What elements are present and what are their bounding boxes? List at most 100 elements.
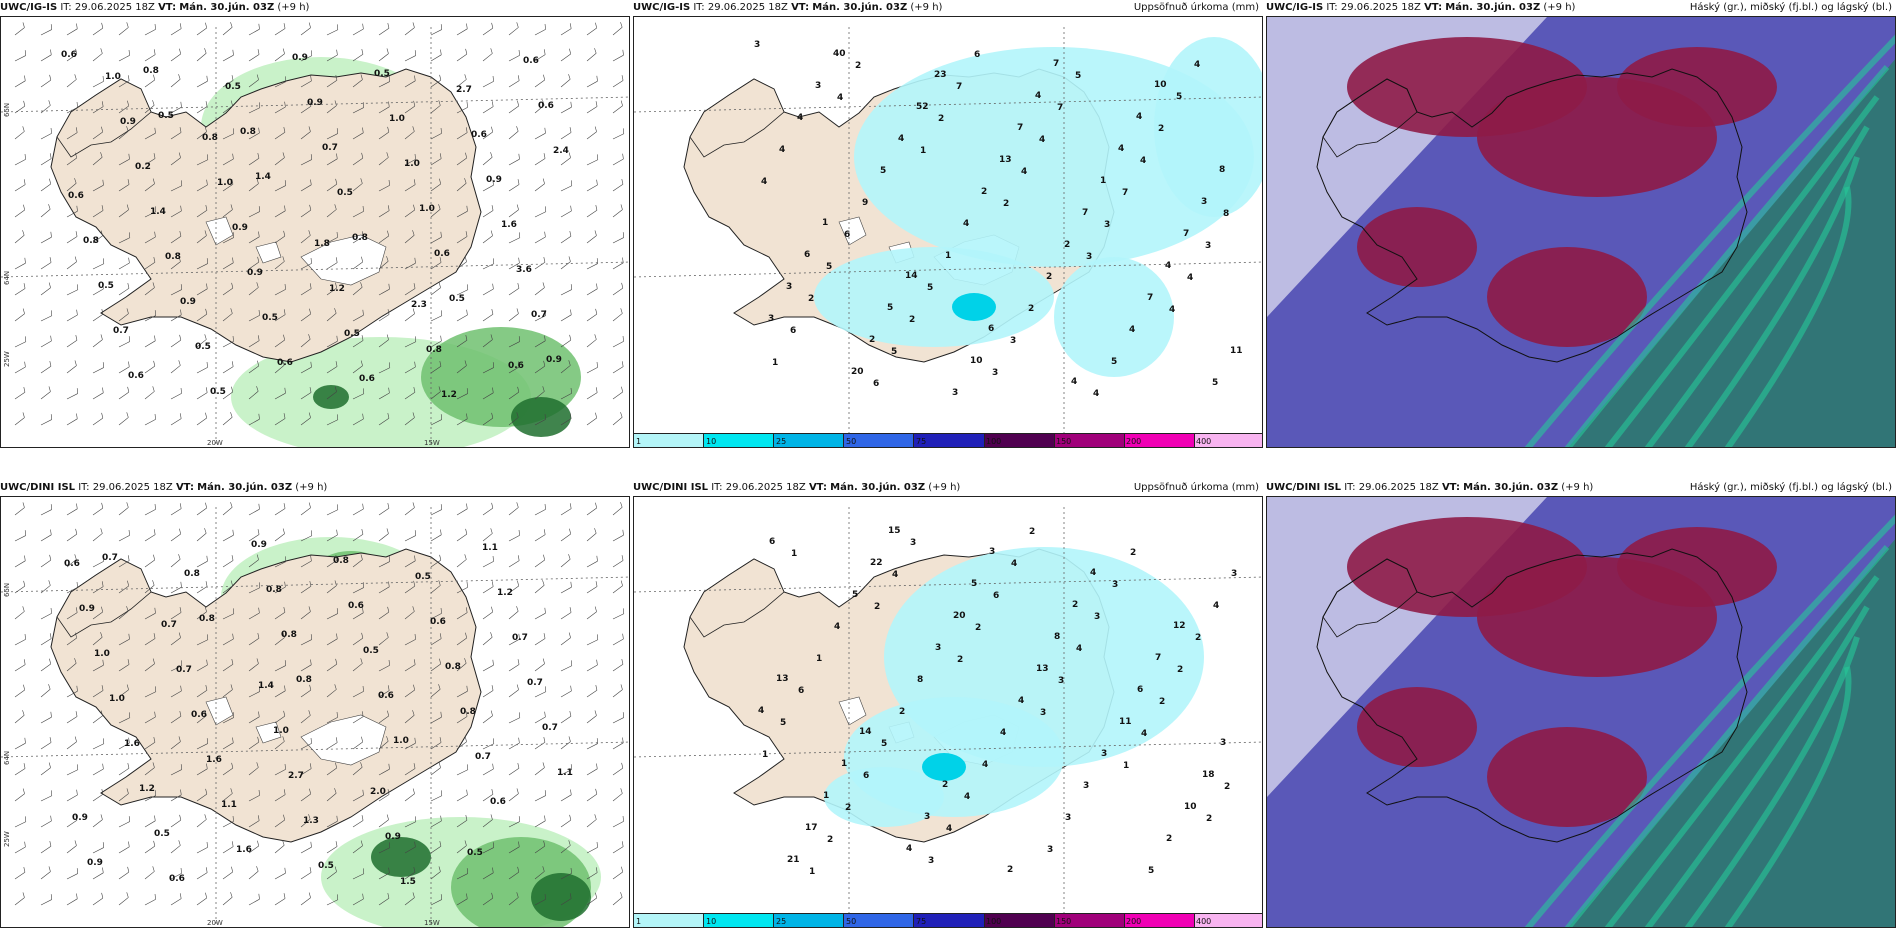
wind-barb (534, 580, 545, 594)
precip-value: 2 (975, 623, 981, 633)
precip-value: 0.8 (83, 236, 99, 246)
precip-value: 5 (826, 262, 832, 272)
wind-barb (222, 282, 234, 296)
wind-barb (508, 282, 520, 296)
precip-value: 0.9 (546, 355, 562, 365)
wind-barb (326, 153, 338, 166)
colorbar-tick-label: 100 (986, 437, 1002, 446)
wind-barb (196, 48, 207, 62)
valid-time-label: VT: (791, 2, 810, 13)
wind-barb (14, 361, 26, 374)
wind-barb (92, 814, 103, 828)
wind-barb (144, 866, 155, 880)
wind-barb (248, 49, 260, 62)
wind-barb (456, 309, 468, 322)
wind-barb (560, 309, 572, 322)
wind-barb (430, 178, 441, 192)
colorbar-swatch (1124, 434, 1195, 447)
accum-precip-shading (814, 37, 1262, 377)
wind-barb (378, 867, 390, 880)
wind-barb (482, 308, 494, 322)
wind-barb (248, 360, 259, 374)
wind-barb (66, 178, 77, 192)
wind-barb (144, 153, 156, 166)
colorbar-tick-label: 1 (636, 437, 642, 446)
precip-value: 2 (1224, 782, 1230, 792)
wind-barb (118, 529, 130, 542)
wind-barb (222, 257, 234, 270)
wind-barb (222, 866, 233, 880)
wind-barb (300, 814, 311, 828)
wind-barb (378, 334, 389, 348)
wind-barb (482, 230, 493, 244)
precip-value: 0.5 (262, 313, 278, 323)
colorbar-swatch (704, 914, 775, 927)
precip-value: 0.6 (191, 710, 207, 720)
wind-barb (352, 528, 364, 542)
wind-barb (144, 840, 156, 854)
wind-barb (430, 762, 441, 776)
model-name: UWC/IG-IS (0, 2, 58, 13)
wind-barb (456, 581, 468, 594)
wind-barb (92, 632, 103, 646)
wind-barb (586, 387, 598, 400)
wind-barb (404, 230, 415, 244)
wind-barb (560, 685, 572, 698)
wind-barb (352, 74, 363, 88)
latitude-label: 64N (3, 751, 11, 765)
glacier-outline (205, 696, 234, 726)
panel-accum-precip-igis: UWC/IG-IS IT: 29.06.2025 18Z VT: Mán. 30… (633, 0, 1263, 448)
wind-barb (404, 100, 416, 114)
wind-barb (560, 814, 572, 828)
precip-value: 7 (1017, 123, 1023, 133)
precip-value: 1.0 (393, 736, 409, 746)
wind-barb (378, 892, 390, 906)
wind-barb (66, 360, 77, 374)
wind-barb (482, 788, 494, 802)
wind-barb (144, 74, 155, 88)
wind-barb (404, 710, 415, 724)
wind-barb (14, 633, 26, 646)
precip-value: 0.8 (240, 127, 256, 137)
wind-barb (352, 762, 363, 776)
wind-barb (612, 308, 623, 322)
wind-barb (326, 762, 337, 776)
longitude-label: 25W (3, 831, 11, 847)
wind-barb (14, 126, 25, 140)
wind-barb (482, 48, 493, 62)
colorbar-tick-label: 25 (776, 437, 787, 446)
wind-barb (482, 283, 494, 296)
wind-barb (482, 738, 495, 750)
panel-title: UWC/DINI ISL IT: 29.06.2025 18Z VT: Mán.… (633, 480, 1263, 496)
precip-value: 8 (1223, 209, 1229, 219)
precip-value: 0.5 (210, 387, 226, 397)
valid-time: Mán. 30.jún. 03Z (830, 482, 926, 493)
wind-barb (352, 256, 363, 270)
high-cloud-area (1617, 527, 1777, 607)
wind-barb (118, 762, 130, 776)
high-cloud-area (1487, 247, 1647, 347)
wind-barb (404, 126, 415, 140)
wind-barb (196, 412, 207, 426)
wind-barb (144, 127, 156, 140)
wind-barb (456, 48, 468, 62)
precip-value: 0.5 (337, 188, 353, 198)
precip-value: 0.9 (307, 98, 323, 108)
precip-value: 2.7 (456, 85, 472, 95)
precip-value: 2.0 (370, 787, 386, 797)
wind-barb (430, 257, 442, 270)
colorbar-swatch (1054, 914, 1125, 927)
wind-barb (352, 503, 364, 516)
valid-time: Mán. 30.jún. 03Z (812, 2, 908, 13)
low-cloud-band (1604, 575, 1880, 927)
precip-value: 4 (1129, 325, 1135, 335)
wind-barb (144, 206, 157, 218)
precip-value: 4 (1018, 696, 1024, 706)
wind-barb (456, 23, 468, 36)
precip-value: 6 (863, 771, 869, 781)
wind-barb (300, 334, 311, 348)
precip-value: 1 (920, 146, 926, 156)
wind-barb (326, 788, 337, 802)
precip-value: 0.5 (363, 646, 379, 656)
precip-value: 5 (780, 718, 786, 728)
